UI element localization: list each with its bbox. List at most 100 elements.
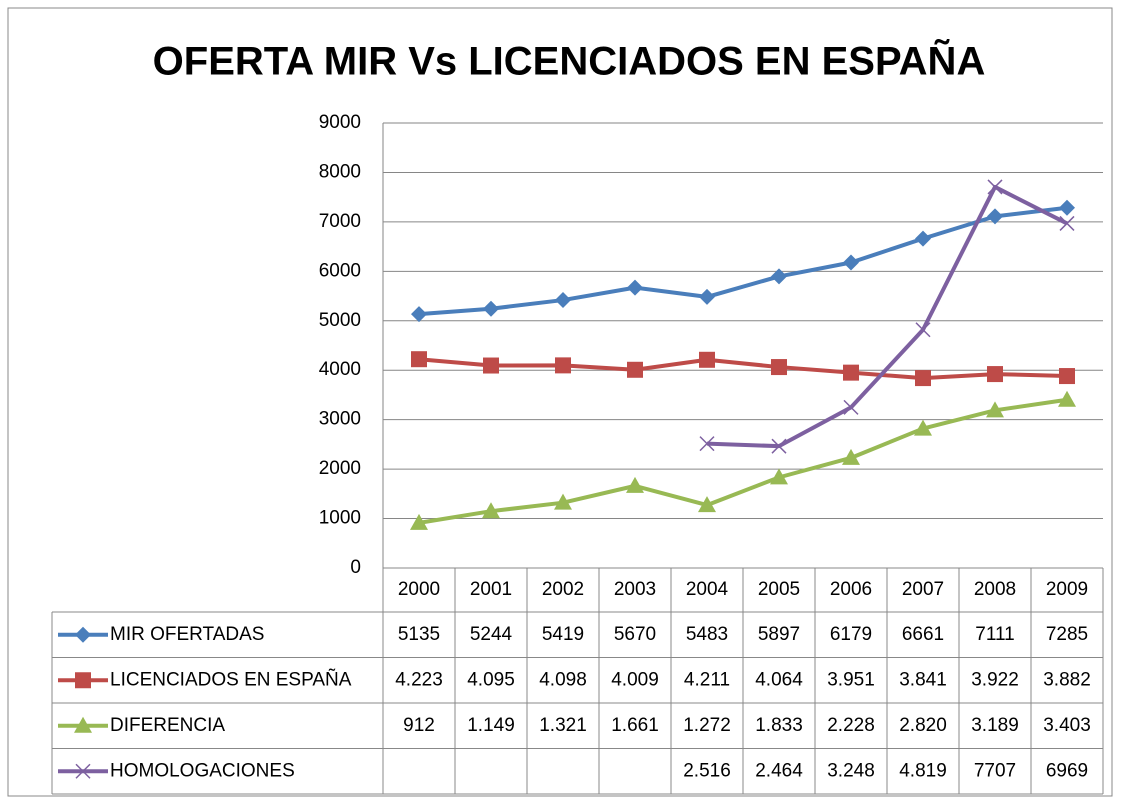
table-cell: 2.516 <box>683 760 731 781</box>
table-cell: 4.064 <box>755 669 803 690</box>
x-tick-label: 2002 <box>542 579 584 600</box>
y-tick-label: 7000 <box>319 211 361 232</box>
marker <box>698 496 716 513</box>
table-cell: 5244 <box>470 624 513 645</box>
marker <box>699 288 715 305</box>
table-cell: 5897 <box>758 624 800 645</box>
marker <box>626 476 644 493</box>
marker <box>1059 368 1075 385</box>
table-cell: 7111 <box>975 624 1014 645</box>
marker <box>1059 215 1075 231</box>
series-line <box>418 397 1068 525</box>
marker <box>915 322 931 338</box>
table-cell: 5670 <box>614 624 656 645</box>
series-line <box>706 184 1068 449</box>
marker <box>410 513 428 530</box>
y-tick-label: 8000 <box>319 161 361 182</box>
table-cell: 1.833 <box>755 715 803 736</box>
marker <box>411 306 427 323</box>
table-cell: 1.321 <box>539 715 587 736</box>
marker <box>842 448 860 465</box>
table-cell: 2.464 <box>755 760 803 781</box>
marker <box>915 370 931 387</box>
x-tick-label: 2008 <box>974 579 1016 600</box>
table-cell: 3.841 <box>899 669 947 690</box>
marker <box>843 364 859 381</box>
table-cell: 6969 <box>1046 760 1088 781</box>
marker <box>915 230 931 247</box>
marker <box>75 672 91 689</box>
y-tick-label: 4000 <box>319 359 361 380</box>
x-tick-label: 2005 <box>758 579 800 600</box>
marker <box>843 399 859 415</box>
table-cell: 1.272 <box>683 715 731 736</box>
marker <box>1058 390 1076 407</box>
table-cell: 2.820 <box>899 715 947 736</box>
table-cell: 6661 <box>902 624 944 645</box>
table-cell: 3.248 <box>827 760 875 781</box>
marker <box>987 179 1003 195</box>
table-cell: 1.149 <box>467 715 515 736</box>
table-cell: 1.661 <box>611 715 659 736</box>
marker <box>482 502 500 519</box>
marker <box>74 716 92 733</box>
marker <box>986 401 1004 418</box>
table-cell: 4.211 <box>684 669 730 690</box>
y-tick-label: 9000 <box>319 112 361 133</box>
table-cell: 912 <box>403 715 435 736</box>
table-cell: 6179 <box>830 624 872 645</box>
marker <box>699 436 715 452</box>
marker <box>555 357 571 374</box>
table-cell: 3.882 <box>1043 669 1091 690</box>
marker <box>75 626 91 643</box>
x-tick-label: 2000 <box>398 579 440 600</box>
legend-label: MIR OFERTADAS <box>110 624 264 645</box>
table-cell: 4.009 <box>611 669 659 690</box>
marker <box>483 357 499 374</box>
table-cell: 5419 <box>542 624 584 645</box>
marker <box>771 438 787 454</box>
x-tick-label: 2003 <box>614 579 656 600</box>
table-cell: 3.189 <box>971 715 1019 736</box>
table-cell: 2.228 <box>827 715 875 736</box>
marker <box>771 359 787 376</box>
table-cell: 4.223 <box>395 669 443 690</box>
table-cell: 7285 <box>1046 624 1088 645</box>
table-cell: 3.951 <box>827 669 875 690</box>
table-cell: 3.403 <box>1043 715 1091 736</box>
marker <box>627 279 643 296</box>
marker <box>914 419 932 436</box>
x-tick-label: 2007 <box>902 579 944 600</box>
table-cell: 3.922 <box>971 669 1019 690</box>
table-cell: 5483 <box>686 624 728 645</box>
marker <box>987 208 1003 225</box>
marker <box>483 300 499 317</box>
y-tick-label: 0 <box>350 557 361 578</box>
legend-label: LICENCIADOS EN ESPAÑA <box>110 668 352 690</box>
marker <box>771 268 787 285</box>
marker <box>554 493 572 510</box>
table-cell: 5135 <box>398 624 440 645</box>
series-line <box>418 357 1068 381</box>
marker <box>1059 199 1075 216</box>
table-cell: 4.098 <box>539 669 587 690</box>
marker <box>75 763 91 779</box>
chart-frame <box>7 7 1113 797</box>
marker <box>987 366 1003 383</box>
marker <box>770 468 788 485</box>
legend-label: DIFERENCIA <box>110 715 225 736</box>
y-tick-label: 6000 <box>319 260 361 281</box>
x-tick-label: 2006 <box>830 579 872 600</box>
table-cell: 7707 <box>974 760 1016 781</box>
legend-label: HOMOLOGACIONES <box>110 760 295 781</box>
table-cell: 4.819 <box>899 760 947 781</box>
marker <box>627 361 643 378</box>
y-tick-label: 1000 <box>319 508 361 529</box>
series-line <box>418 205 1068 317</box>
x-tick-label: 2004 <box>686 579 729 600</box>
marker <box>699 351 715 368</box>
table-cell: 4.095 <box>467 669 515 690</box>
chart-title: OFERTA MIR Vs LICENCIADOS EN ESPAÑA <box>153 38 986 84</box>
marker <box>555 292 571 309</box>
y-tick-label: 5000 <box>319 310 361 331</box>
